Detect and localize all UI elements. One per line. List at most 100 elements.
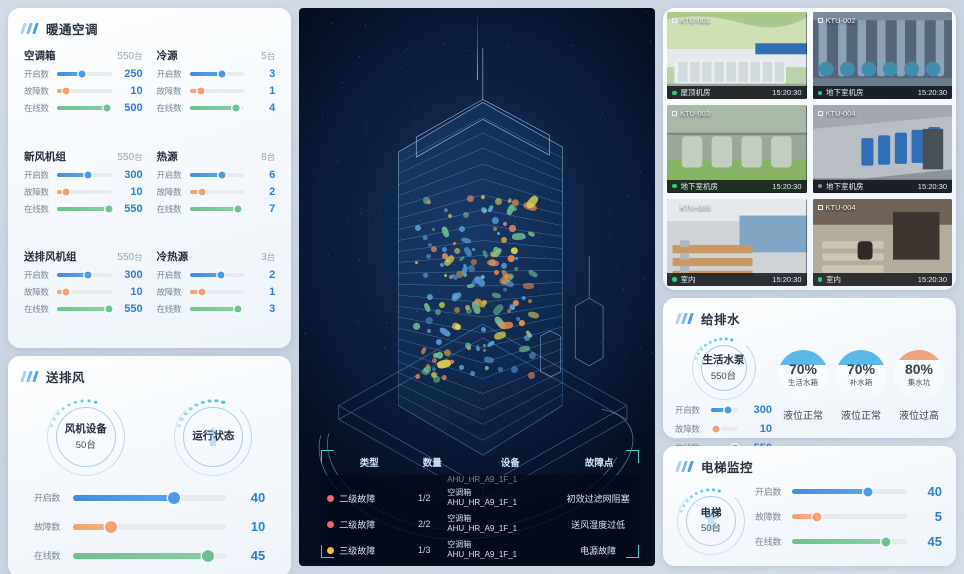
slider-knob[interactable]: [234, 205, 241, 212]
slider-knob[interactable]: [234, 306, 241, 313]
slider-track[interactable]: [57, 290, 112, 294]
slider-knob[interactable]: [202, 550, 214, 562]
camera-id-label: KTU-004: [818, 203, 856, 212]
slider-label: 在线数: [157, 303, 185, 315]
slider-row-orange[interactable]: 故障数 2: [157, 186, 276, 198]
slider-track[interactable]: [57, 173, 112, 177]
slider-track[interactable]: [57, 190, 112, 194]
alarm-fault-point: 初效过滤网阻塞: [557, 492, 639, 505]
slider-track[interactable]: [711, 408, 738, 412]
slider-track[interactable]: [73, 553, 226, 559]
slider-knob[interactable]: [106, 306, 113, 313]
slider-row-green[interactable]: 在线数 4: [157, 102, 276, 114]
slider-track[interactable]: [190, 190, 245, 194]
slider-row-blue[interactable]: 开启数 250: [24, 68, 143, 80]
slider-knob[interactable]: [233, 105, 240, 112]
slider-knob[interactable]: [168, 492, 180, 504]
slider-knob[interactable]: [713, 426, 720, 433]
slider-knob[interactable]: [724, 407, 731, 414]
alarm-row[interactable]: 二级故障 1/2 空调箱 AHU_HR_A9_1F_1 初效过滤网阻塞: [321, 485, 639, 511]
slider-row-blue[interactable]: 开启数 3: [157, 68, 276, 80]
slider-track[interactable]: [792, 539, 907, 544]
slider-track[interactable]: [190, 173, 245, 177]
slider-knob[interactable]: [219, 171, 226, 178]
slider-track[interactable]: [57, 273, 112, 277]
slider-row-orange[interactable]: 故障数 10: [24, 85, 143, 97]
slider-row-blue[interactable]: 开启数 6: [157, 169, 276, 181]
slider-knob[interactable]: [219, 71, 226, 78]
slider-knob[interactable]: [863, 487, 872, 496]
slider-row-blue[interactable]: 开启数 300: [24, 169, 143, 181]
slider-row-orange[interactable]: 故障数 10: [24, 286, 143, 298]
slider-knob[interactable]: [84, 171, 91, 178]
slider-knob[interactable]: [197, 88, 204, 95]
slider-track[interactable]: [792, 514, 907, 519]
slider-row-green[interactable]: 在线数 550: [24, 303, 143, 315]
slider-knob[interactable]: [62, 188, 69, 195]
slider-track[interactable]: [711, 427, 738, 431]
slider-row-blue[interactable]: 开启数 300: [24, 269, 143, 281]
slider-knob[interactable]: [105, 521, 117, 533]
slider-row-green[interactable]: 在线数 45: [34, 548, 265, 563]
camera-online-dot-icon: [818, 91, 823, 96]
slider-knob[interactable]: [62, 88, 69, 95]
slider-track[interactable]: [190, 72, 245, 76]
alarm-table-header: 类型 数量 设备 故障点: [321, 450, 639, 475]
camera-tile[interactable]: KTU-002 地下室机房 15:20:30: [813, 12, 953, 99]
slider-track[interactable]: [57, 89, 112, 93]
camera-tile[interactable]: KTU-003 室内 15:20:30: [667, 199, 807, 286]
camera-tile[interactable]: KTU-003 地下室机房 15:20:30: [667, 105, 807, 192]
slider-knob[interactable]: [79, 71, 86, 78]
slider-track[interactable]: [190, 106, 245, 110]
slider-track[interactable]: [73, 524, 226, 530]
hvac-group-header: 空调箱 550台: [24, 48, 143, 63]
hvac-group: 新风机组 550台 开启数 300 故障数 10 在线数 550: [24, 149, 143, 248]
slider-knob[interactable]: [813, 512, 822, 521]
slider-row-green[interactable]: 在线数 3: [157, 303, 276, 315]
slider-knob[interactable]: [198, 289, 205, 296]
slider-knob[interactable]: [106, 205, 113, 212]
slider-row-blue[interactable]: 开启数 300: [675, 404, 772, 416]
slider-knob[interactable]: [218, 272, 225, 279]
slider-track[interactable]: [190, 89, 245, 93]
slider-knob[interactable]: [882, 537, 891, 546]
slider-track[interactable]: [57, 72, 112, 76]
camera-tile[interactable]: KTU-004 室内 15:20:30: [813, 199, 953, 286]
slider-knob[interactable]: [84, 272, 91, 279]
slider-track[interactable]: [73, 495, 226, 501]
hvac-group-name: 冷热源: [157, 249, 189, 264]
slider-row-orange[interactable]: 故障数 5: [755, 509, 942, 524]
slider-knob[interactable]: [62, 289, 69, 296]
slider-track[interactable]: [57, 207, 112, 211]
slider-row-orange[interactable]: 故障数 1: [157, 286, 276, 298]
slider-row-green[interactable]: 在线数 550: [24, 203, 143, 215]
slider-row-orange[interactable]: 故障数 10: [675, 423, 772, 435]
slider-row-green[interactable]: 在线数 7: [157, 203, 276, 215]
slider-track[interactable]: [190, 307, 245, 311]
slider-knob[interactable]: [198, 188, 205, 195]
slider-row-blue[interactable]: 开启数 2: [157, 269, 276, 281]
slider-track[interactable]: [57, 106, 112, 110]
slider-row-orange[interactable]: 故障数 10: [34, 519, 265, 534]
slider-value: 10: [117, 85, 143, 97]
slider-knob[interactable]: [104, 105, 111, 112]
camera-tile[interactable]: KTU-001 屋顶机房 15:20:30: [667, 12, 807, 99]
slider-row-green[interactable]: 在线数 45: [755, 534, 942, 549]
slider-track[interactable]: [190, 207, 245, 211]
slider-row-blue[interactable]: 开启数 40: [34, 490, 265, 505]
slider-label: 在线数: [34, 549, 64, 562]
slider-row-orange[interactable]: 故障数 1: [157, 85, 276, 97]
slider-track[interactable]: [57, 307, 112, 311]
building-3d-view[interactable]: 类型 数量 设备 故障点 AHU_HR_A9_1F_1 二级故障 1/2 空调箱 AHU_HR…: [299, 8, 655, 566]
slider-row-green[interactable]: 在线数 500: [24, 102, 143, 114]
slider-track[interactable]: [190, 290, 245, 294]
gauge-inner-ring: 电梯50台: [686, 496, 736, 546]
camera-tile[interactable]: KTU-004 地下室机房 15:20:30: [813, 105, 953, 192]
slider-row-blue[interactable]: 开启数 40: [755, 484, 942, 499]
alarm-row[interactable]: 三级故障 1/3 空调箱 AHU_HR_A9_1F_1 电源故障: [321, 537, 639, 563]
alarm-row[interactable]: 二级故障 2/2 空调箱 AHU_HR_A9_1F_1 送风湿度过低: [321, 511, 639, 537]
slider-row-orange[interactable]: 故障数 10: [24, 186, 143, 198]
slider-track[interactable]: [190, 273, 245, 277]
alarm-table-body[interactable]: AHU_HR_A9_1F_1 二级故障 1/2 空调箱 AHU_HR_A9_1F_1 初效…: [321, 475, 639, 563]
slider-track[interactable]: [792, 489, 907, 494]
